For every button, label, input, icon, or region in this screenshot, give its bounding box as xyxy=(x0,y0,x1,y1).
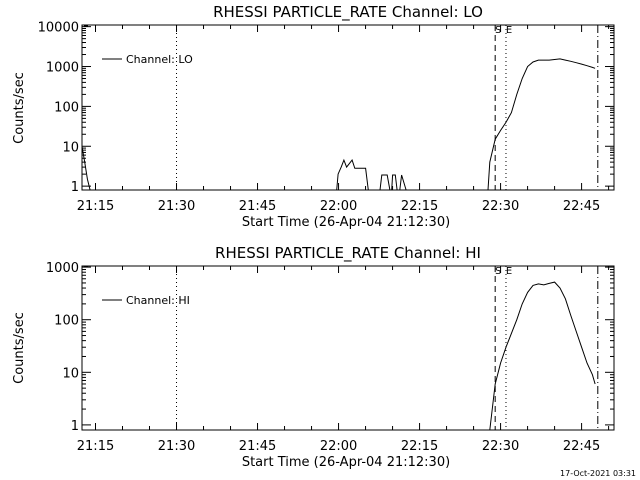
lo-x-tick-label: 22:00 xyxy=(320,199,357,214)
lo-y-tick-label: 10000 xyxy=(38,21,79,36)
lo-chart-title: RHESSI PARTICLE_RATE Channel: LO xyxy=(213,3,483,22)
hi-chart-title: RHESSI PARTICLE_RATE Channel: HI xyxy=(215,244,481,263)
lo-x-tick-label: 21:15 xyxy=(77,199,114,214)
lo-marker-label: E xyxy=(506,25,512,36)
hi-channel-panel: RHESSI PARTICLE_RATE Channel: HI Counts/… xyxy=(12,244,615,470)
lo-y-tick-label: 1000 xyxy=(46,61,79,76)
footer-timestamp: 17-Oct-2021 03:31 xyxy=(560,469,636,478)
lo-plot-frame xyxy=(81,24,615,191)
lo-series-line xyxy=(336,158,369,191)
hi-marker-label: S xyxy=(495,266,501,277)
lo-series-line xyxy=(391,174,398,191)
hi-y-tick-label: 1 xyxy=(71,419,79,434)
hi-x-tick-label: 22:30 xyxy=(482,439,519,454)
lo-x-tick-label: 22:45 xyxy=(563,199,600,214)
lo-channel-panel: RHESSI PARTICLE_RATE Channel: LO Counts/… xyxy=(12,3,615,230)
lo-series-line xyxy=(81,146,91,191)
hi-legend-label: Channel: HI xyxy=(126,294,190,307)
lo-marker-label: S xyxy=(495,25,501,36)
hi-y-tick-label: 10 xyxy=(62,366,79,381)
hi-x-tick-label: 21:45 xyxy=(239,439,276,454)
hi-x-axis-label: Start Time (26-Apr-04 21:12:30) xyxy=(242,455,450,470)
hi-x-tick-label: 22:45 xyxy=(563,439,600,454)
lo-y-tick-label: 100 xyxy=(54,100,79,115)
hi-series-line xyxy=(489,281,596,431)
lo-y-tick-label: 10 xyxy=(62,140,79,155)
hi-y-tick-label: 1000 xyxy=(46,261,79,276)
lo-x-tick-label: 21:30 xyxy=(158,199,195,214)
hi-x-tick-label: 22:15 xyxy=(401,439,438,454)
lo-y-axis-label: Counts/sec xyxy=(12,72,27,144)
lo-legend-label: Channel: LO xyxy=(126,53,193,66)
lo-series-line xyxy=(379,174,391,191)
hi-plot-frame xyxy=(81,265,615,431)
lo-y-tick-label: 1 xyxy=(71,180,79,195)
hi-x-tick-label: 22:00 xyxy=(320,439,357,454)
lo-x-tick-label: 21:45 xyxy=(239,199,276,214)
lo-series-line xyxy=(399,174,407,191)
hi-marker-label: E xyxy=(506,266,512,277)
lo-series-line xyxy=(487,58,596,191)
lo-x-axis-label: Start Time (26-Apr-04 21:12:30) xyxy=(242,215,450,230)
lo-x-tick-label: 22:30 xyxy=(482,199,519,214)
hi-y-tick-label: 100 xyxy=(54,314,79,329)
hi-x-tick-label: 21:15 xyxy=(77,439,114,454)
lo-x-tick-label: 22:15 xyxy=(401,199,438,214)
hi-y-axis-label: Counts/sec xyxy=(12,312,27,384)
hi-x-tick-label: 21:30 xyxy=(158,439,195,454)
